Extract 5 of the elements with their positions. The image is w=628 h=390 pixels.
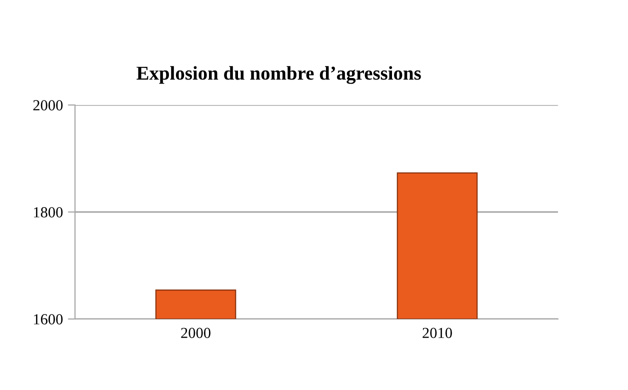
y-tick-label: 1800	[34, 207, 63, 218]
y-tick-label: 2000	[33, 100, 63, 110]
y-tick-label: 1600	[34, 314, 63, 324]
x-tick-label: 2010	[422, 328, 452, 338]
chart-title: Explosion du nombre d’agressions	[136, 66, 421, 84]
